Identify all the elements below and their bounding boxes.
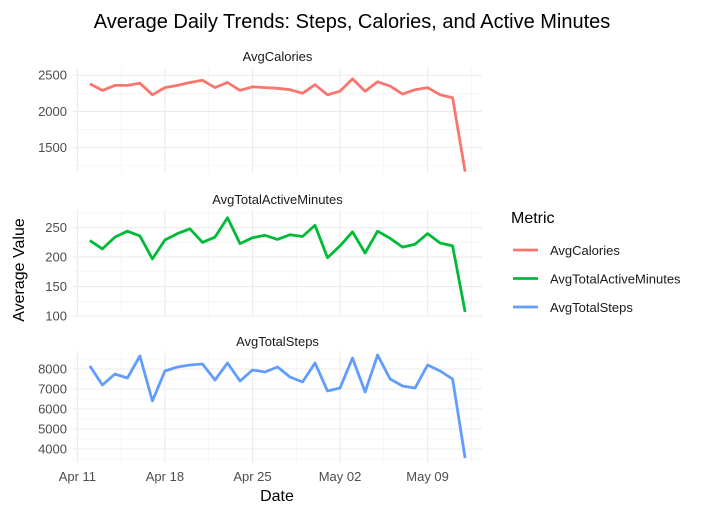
facet-panels: AvgCalories 1500 2000 2500 AvgTotalActiveMin… (38, 49, 482, 463)
facet-panel: AvgTotalSteps 4000 5000 6000 7000 8000 (38, 334, 482, 463)
x-tick-label: Apr 11 (59, 469, 96, 484)
series-line-avgtotalsteps (88, 353, 467, 459)
legend-title: Metric (511, 210, 555, 227)
y-tick-label: 250 (45, 220, 67, 235)
y-tick-label: 1500 (38, 140, 67, 155)
series-line-avgcalories (89, 77, 467, 172)
x-tick-label: May 09 (406, 469, 449, 484)
series-line-avgtotalactiveminutes (89, 216, 467, 313)
x-tick-label: Apr 18 (146, 469, 184, 484)
y-tick-label: 8000 (38, 362, 67, 377)
x-axis: Apr 11 Apr 18 Apr 25 May 02 May 09 (59, 469, 449, 484)
y-tick-label: 100 (45, 309, 67, 324)
facet-strip-label: AvgTotalSteps (236, 334, 319, 349)
y-tick-label: 6000 (38, 402, 67, 417)
y-tick-label: 5000 (38, 422, 67, 437)
y-tick-label: 4000 (38, 442, 67, 457)
y-axis-title: Average Value (11, 218, 28, 322)
x-tick-label: May 02 (319, 469, 362, 484)
y-tick-label: 150 (45, 279, 67, 294)
y-tick-label: 7000 (38, 382, 67, 397)
legend-label: AvgCalories (550, 243, 620, 258)
y-tick-label: 2000 (38, 104, 67, 119)
legend-label: AvgTotalActiveMinutes (550, 272, 681, 287)
facet-strip-label: AvgTotalActiveMinutes (212, 192, 343, 207)
facet-panel: AvgCalories 1500 2000 2500 (38, 49, 482, 173)
chart-title: Average Daily Trends: Steps, Calories, a… (94, 11, 611, 33)
x-axis-title: Date (260, 488, 294, 505)
legend: Metric AvgCalories AvgTotalActiveMinutes A… (511, 210, 681, 315)
y-tick-label: 200 (45, 250, 67, 265)
x-tick-label: Apr 25 (233, 469, 271, 484)
legend-label: AvgTotalSteps (550, 300, 633, 315)
y-tick-label: 2500 (38, 68, 67, 83)
facet-panel: AvgTotalActiveMinutes 100 150 200 250 (45, 192, 482, 324)
facet-strip-label: AvgCalories (243, 49, 313, 64)
